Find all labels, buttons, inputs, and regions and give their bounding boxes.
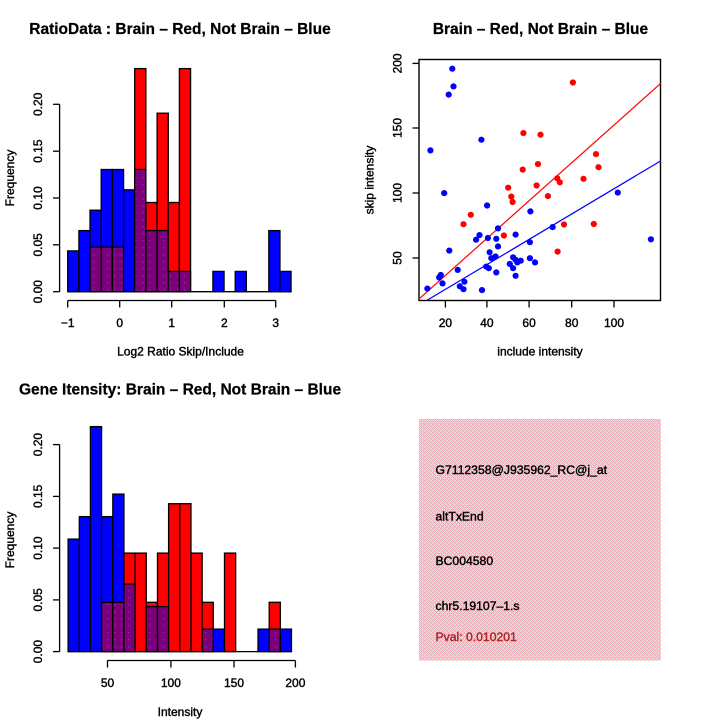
svg-text:Brain – Red, Not Brain – Blue: Brain – Red, Not Brain – Blue — [433, 21, 649, 38]
svg-text:50: 50 — [391, 251, 405, 265]
svg-text:2: 2 — [221, 316, 228, 330]
svg-text:200: 200 — [285, 676, 305, 690]
svg-text:G7112358@J935962_RC@j_at: G7112358@J935962_RC@j_at — [436, 463, 608, 477]
svg-text:0.10: 0.10 — [31, 536, 45, 560]
svg-text:BC004580: BC004580 — [436, 554, 494, 568]
svg-text:20: 20 — [439, 316, 453, 330]
svg-text:0.15: 0.15 — [31, 484, 45, 508]
svg-text:0.20: 0.20 — [31, 433, 45, 457]
svg-text:Frequency: Frequency — [3, 150, 17, 207]
svg-text:Gene Itensity: Brain – Red, No: Gene Itensity: Brain – Red, Not Brain – … — [19, 382, 342, 399]
svg-text:RatioData : Brain – Red, Not B: RatioData : Brain – Red, Not Brain – Blu… — [29, 21, 331, 38]
svg-text:chr5.19107–1.s: chr5.19107–1.s — [436, 599, 520, 613]
svg-text:50: 50 — [101, 676, 115, 690]
svg-text:Intensity: Intensity — [158, 705, 203, 719]
svg-text:Pval: 0.010201: Pval: 0.010201 — [436, 630, 518, 644]
svg-text:0: 0 — [116, 316, 123, 330]
svg-text:Log2 Ratio Skip/Include: Log2 Ratio Skip/Include — [117, 345, 244, 359]
svg-text:0.15: 0.15 — [31, 139, 45, 163]
svg-text:100: 100 — [161, 676, 181, 690]
svg-text:include intensity: include intensity — [497, 345, 582, 359]
svg-text:skip intensity: skip intensity — [363, 146, 377, 215]
svg-text:altTxEnd: altTxEnd — [436, 509, 484, 523]
svg-text:60: 60 — [522, 316, 536, 330]
svg-text:0.00: 0.00 — [31, 640, 45, 664]
svg-text:0.05: 0.05 — [31, 233, 45, 257]
svg-text:0.20: 0.20 — [31, 92, 45, 116]
svg-text:200: 200 — [391, 53, 405, 73]
svg-text:100: 100 — [391, 183, 405, 203]
svg-text:40: 40 — [480, 316, 494, 330]
svg-text:100: 100 — [604, 316, 624, 330]
svg-text:3: 3 — [272, 316, 279, 330]
svg-text:0.05: 0.05 — [31, 588, 45, 612]
svg-text:0.00: 0.00 — [31, 280, 45, 304]
svg-text:1: 1 — [168, 316, 175, 330]
svg-text:Frequency: Frequency — [3, 512, 17, 569]
svg-text:150: 150 — [224, 676, 244, 690]
svg-text:150: 150 — [391, 118, 405, 138]
svg-text:0.10: 0.10 — [31, 186, 45, 210]
svg-text:−1: −1 — [61, 316, 75, 330]
svg-text:80: 80 — [565, 316, 579, 330]
